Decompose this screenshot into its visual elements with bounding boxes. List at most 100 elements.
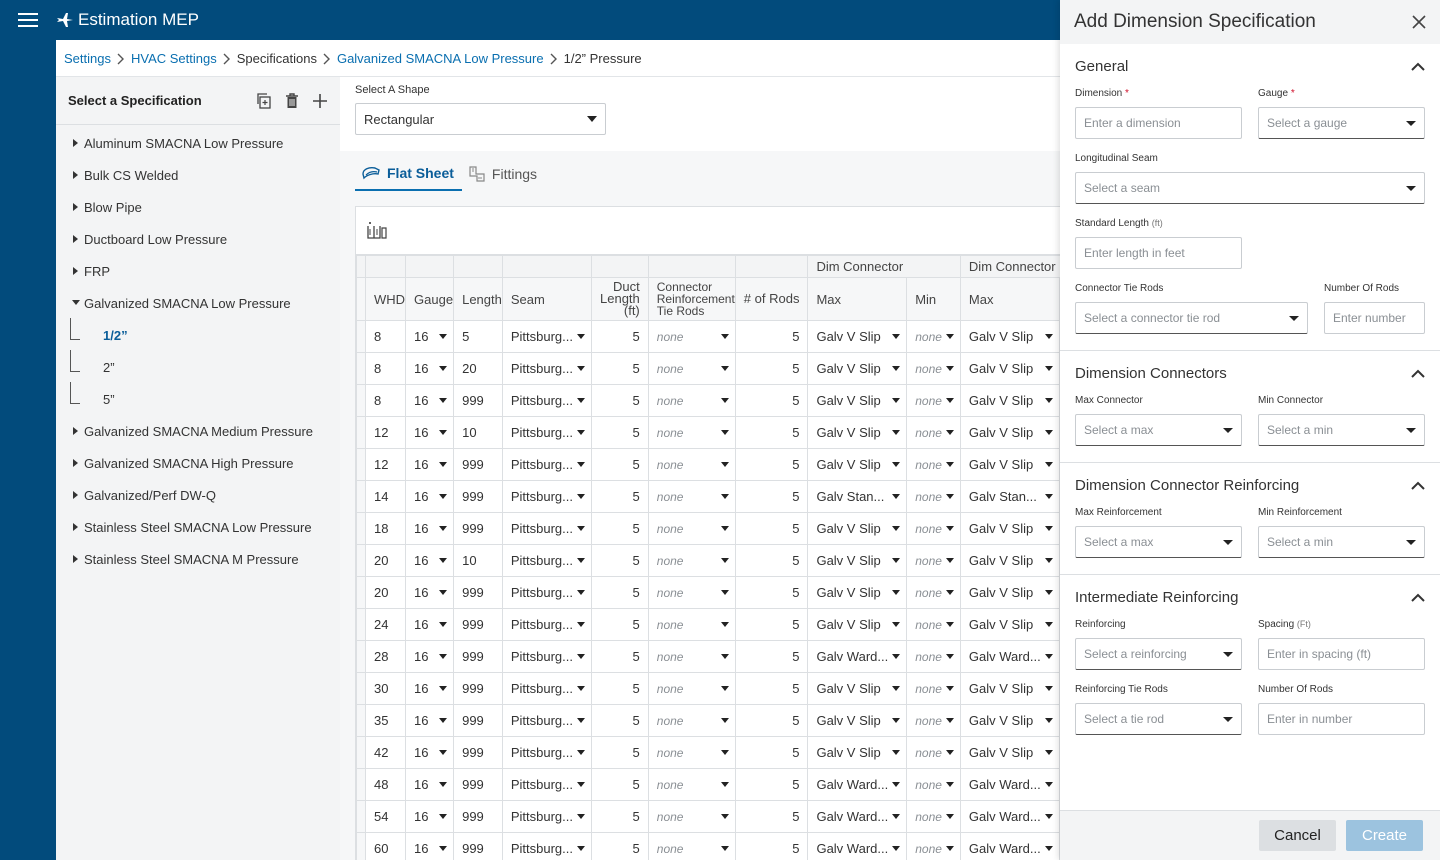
cell-num-rods[interactable]: 5 [734,832,809,860]
cell-duct-length[interactable]: 5 [591,832,649,860]
cell-gauge[interactable]: 16 [405,320,455,353]
cell-min[interactable]: none [906,448,961,481]
row-handle[interactable] [356,352,366,385]
cell-length[interactable]: 999 [453,800,503,833]
cell-tie-rods[interactable]: none [647,800,736,833]
caret-right-icon[interactable] [68,555,84,563]
cell-max-2[interactable]: Galv V Slip [959,384,1060,417]
cell-gauge[interactable]: 16 [405,352,455,385]
cell-length[interactable]: 999 [453,704,503,737]
trash-icon[interactable] [284,92,300,109]
cell-duct-length[interactable]: 5 [591,736,649,769]
spec-child-item[interactable]: 2” [56,350,340,383]
spec-item[interactable]: Galvanized SMACNA High Pressure [56,447,340,479]
cell-max-2[interactable]: Galv V Slip [959,512,1060,545]
cell-tie-rods[interactable]: none [647,544,736,577]
spec-item[interactable]: Stainless Steel SMACNA M Pressure [56,543,340,575]
cell-min[interactable]: none [906,672,961,705]
cell-min-2[interactable]: n [1058,832,1060,860]
cell-tie-rods[interactable]: none [647,448,736,481]
spacing-input[interactable]: Enter in spacing (ft) [1258,638,1425,670]
cell-max[interactable]: Galv V Slip [807,416,908,449]
row-handle[interactable] [356,480,366,513]
spec-item[interactable]: Stainless Steel SMACNA Low Pressure [56,511,340,543]
cell-max[interactable]: Galv V Slip [807,576,908,609]
cell-num-rods[interactable]: 5 [734,672,809,705]
spec-item[interactable]: Blow Pipe [56,191,340,223]
cell-min[interactable]: none [906,768,961,801]
cell-tie-rods[interactable]: none [647,768,736,801]
cell-tie-rods[interactable]: none [647,512,736,545]
cell-num-rods[interactable]: 5 [734,736,809,769]
col-max[interactable]: Max [807,277,908,321]
cell-seam[interactable]: Pittsburg... [501,736,593,769]
cell-length[interactable]: 999 [453,448,503,481]
cell-max-2[interactable]: Galv V Slip [959,320,1060,353]
row-handle[interactable] [356,544,366,577]
cell-length[interactable]: 999 [453,768,503,801]
cell-duct-length[interactable]: 5 [591,608,649,641]
cell-tie-rods[interactable]: none [647,704,736,737]
cell-length[interactable]: 20 [453,352,503,385]
cell-min[interactable]: none [906,320,961,353]
cell-seam[interactable]: Pittsburg... [501,832,593,860]
cell-seam[interactable]: Pittsburg... [501,320,593,353]
cell-max[interactable]: Galv V Slip [807,736,908,769]
cell-max[interactable]: Galv V Slip [807,320,908,353]
dimension-input[interactable]: Enter a dimension [1075,107,1242,139]
cell-tie-rods[interactable]: none [647,640,736,673]
cell-seam[interactable]: Pittsburg... [501,576,593,609]
cell-max-2[interactable]: Galv V Slip [959,544,1060,577]
caret-right-icon[interactable] [68,491,84,499]
cell-seam[interactable]: Pittsburg... [501,448,593,481]
cell-seam[interactable]: Pittsburg... [501,800,593,833]
cell-length[interactable]: 10 [453,544,503,577]
cell-tie-rods[interactable]: none [647,672,736,705]
row-handle[interactable] [356,448,366,481]
col-min[interactable]: Min [906,277,961,321]
cell-whd[interactable]: 24 [364,608,407,641]
cell-gauge[interactable]: 16 [405,608,455,641]
cell-length[interactable]: 10 [453,416,503,449]
cell-max-2[interactable]: Galv Ward... [959,832,1060,860]
cell-gauge[interactable]: 16 [405,512,455,545]
cancel-button[interactable]: Cancel [1259,820,1336,851]
add-icon[interactable] [312,93,328,109]
cell-seam[interactable]: Pittsburg... [501,640,593,673]
cell-seam[interactable]: Pittsburg... [501,544,593,577]
cell-whd[interactable]: 12 [364,448,407,481]
cell-length[interactable]: 999 [453,672,503,705]
cell-gauge[interactable]: 16 [405,448,455,481]
caret-down-icon[interactable] [68,300,84,306]
cell-duct-length[interactable]: 5 [591,640,649,673]
cell-length[interactable]: 999 [453,608,503,641]
caret-right-icon[interactable] [68,427,84,435]
caret-right-icon[interactable] [68,523,84,531]
cell-min[interactable]: none [906,576,961,609]
cell-duct-length[interactable]: 5 [591,480,649,513]
chevron-up-icon[interactable] [1411,369,1425,378]
cell-max-2[interactable]: Galv V Slip [959,704,1060,737]
caret-right-icon[interactable] [68,139,84,147]
row-handle[interactable] [356,800,366,833]
cell-max-2[interactable]: Galv V Slip [959,736,1060,769]
cell-min[interactable]: none [906,416,961,449]
cell-max-2[interactable]: Galv V Slip [959,672,1060,705]
col-max-2[interactable]: Max [959,277,1060,321]
cell-tie-rods[interactable]: none [647,480,736,513]
reinforcing-tie-rod-select[interactable]: Select a tie rod [1075,703,1242,735]
cell-min[interactable]: none [906,640,961,673]
cell-gauge[interactable]: 16 [405,544,455,577]
cell-num-rods[interactable]: 5 [734,640,809,673]
cell-min[interactable]: none [906,512,961,545]
col-num-rods[interactable]: # of Rods [734,277,809,321]
cell-whd[interactable]: 35 [364,704,407,737]
col-connector-tie-rods[interactable]: Connector Reinforcement Tie Rods [647,277,736,321]
cell-duct-length[interactable]: 5 [591,416,649,449]
cell-duct-length[interactable]: 5 [591,800,649,833]
cell-duct-length[interactable]: 5 [591,320,649,353]
cell-min[interactable]: none [906,544,961,577]
cell-length[interactable]: 999 [453,832,503,860]
col-duct-length[interactable]: Duct Length (ft) [591,277,649,321]
cell-max[interactable]: Galv Stan... [807,480,908,513]
